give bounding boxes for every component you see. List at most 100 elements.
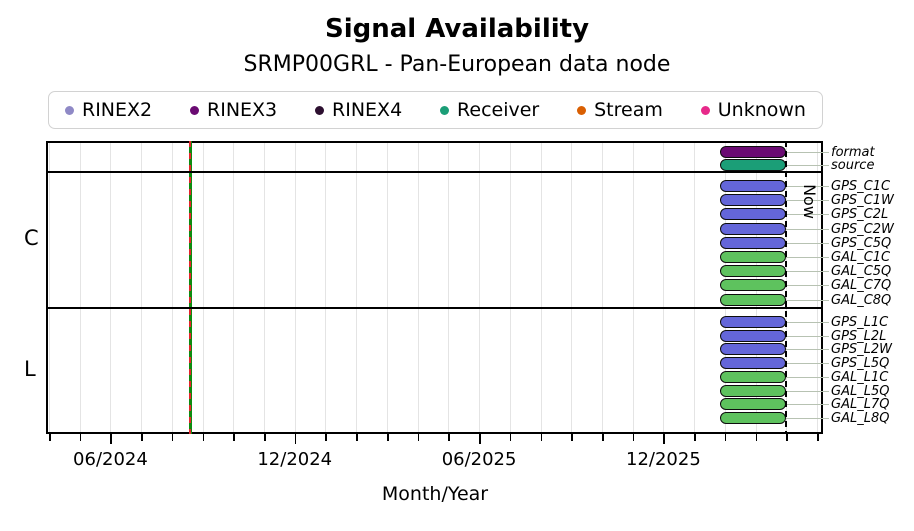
month-gridline bbox=[817, 143, 818, 432]
signal-bar bbox=[720, 384, 787, 397]
month-gridline bbox=[325, 143, 327, 432]
signal-bar bbox=[720, 208, 787, 221]
x-axis-tick bbox=[49, 434, 51, 441]
x-axis-tick bbox=[294, 434, 297, 444]
x-axis-tick bbox=[724, 434, 727, 441]
legend-label: Stream bbox=[594, 99, 663, 121]
legend-marker-icon bbox=[577, 105, 587, 115]
row-label: GAL_L7Q bbox=[831, 397, 890, 413]
x-axis-tick bbox=[417, 434, 420, 441]
signal-bar bbox=[720, 398, 787, 411]
month-gridline bbox=[264, 143, 266, 432]
row-leader-line bbox=[786, 376, 829, 378]
row-label: format bbox=[831, 144, 875, 160]
month-gridline bbox=[663, 143, 665, 432]
row-leader-line bbox=[786, 363, 829, 365]
row-leader-line bbox=[786, 164, 829, 166]
row-label: GPS_L5Q bbox=[831, 356, 890, 372]
month-gridline bbox=[110, 143, 112, 432]
month-gridline bbox=[632, 143, 634, 432]
row-label: GAL_L5Q bbox=[831, 383, 890, 399]
month-gridline bbox=[356, 143, 358, 432]
band-label-c: C bbox=[24, 225, 39, 250]
legend-item-rinex4: RINEX4 bbox=[315, 99, 402, 121]
row-leader-line bbox=[786, 285, 829, 287]
x-axis-tick bbox=[233, 434, 235, 441]
plot-area bbox=[46, 141, 823, 434]
row-label: GPS_C1C bbox=[831, 179, 891, 194]
legend-item-receiver: Receiver bbox=[440, 99, 539, 121]
row-leader-line bbox=[786, 335, 829, 337]
row-leader-line bbox=[786, 404, 829, 406]
month-gridline bbox=[509, 143, 511, 432]
row-label: GPS_C1W bbox=[831, 193, 894, 209]
month-gridline bbox=[601, 143, 603, 432]
legend-label: Unknown bbox=[717, 99, 806, 121]
signal-bar bbox=[720, 343, 787, 356]
row-leader-line bbox=[786, 322, 829, 323]
x-axis-tick bbox=[479, 434, 481, 444]
x-axis-tick-label: 12/2024 bbox=[257, 449, 333, 470]
x-axis-tick bbox=[264, 434, 266, 441]
signal-bar bbox=[720, 222, 787, 235]
row-label: GAL_C1C bbox=[831, 250, 891, 265]
event-line bbox=[188, 141, 192, 434]
row-leader-line bbox=[786, 200, 829, 202]
legend-item-rinex2: RINEX2 bbox=[65, 99, 152, 121]
signal-bar bbox=[720, 180, 787, 192]
month-gridline bbox=[141, 143, 143, 432]
x-axis-tick bbox=[110, 434, 113, 444]
legend-marker-icon bbox=[700, 105, 710, 115]
row-leader-line bbox=[786, 257, 829, 258]
x-axis-tick bbox=[79, 434, 82, 441]
legend-item-stream: Stream bbox=[577, 99, 663, 121]
month-gridline bbox=[571, 143, 573, 432]
chart-title: Signal Availability bbox=[324, 14, 590, 44]
row-label: GPS_C2W bbox=[831, 221, 894, 237]
x-axis-tick bbox=[141, 434, 143, 441]
x-axis-tick-label: 12/2025 bbox=[626, 449, 701, 470]
x-axis-tick bbox=[202, 434, 205, 441]
month-gridline bbox=[386, 143, 388, 432]
legend-marker-icon bbox=[315, 105, 325, 115]
x-axis-tick bbox=[663, 434, 665, 444]
row-leader-line bbox=[786, 390, 829, 392]
signal-bar bbox=[720, 279, 787, 292]
signal-bar bbox=[720, 370, 787, 383]
row-label: GAL_L8Q bbox=[831, 411, 890, 427]
x-axis-tick-label: 06/2025 bbox=[441, 449, 517, 470]
legend-marker-icon bbox=[440, 105, 450, 115]
legend-item-unknown: Unknown bbox=[700, 99, 806, 121]
month-gridline bbox=[79, 143, 81, 432]
row-label: GPS_C2L bbox=[831, 207, 889, 223]
month-gridline bbox=[294, 143, 296, 432]
signal-bar bbox=[720, 357, 787, 370]
row-label: source bbox=[831, 157, 875, 173]
signal-bar bbox=[720, 145, 787, 158]
month-gridline bbox=[202, 143, 204, 432]
row-leader-line bbox=[786, 349, 829, 351]
legend-label: RINEX3 bbox=[207, 99, 278, 121]
x-axis-tick bbox=[755, 434, 758, 441]
row-label: GPS_L2L bbox=[831, 328, 887, 344]
signal-bar bbox=[720, 194, 787, 207]
signal-bar bbox=[720, 265, 787, 278]
x-axis-tick-label: 06/2024 bbox=[73, 449, 148, 470]
row-label: GAL_L1C bbox=[831, 369, 889, 385]
month-gridline bbox=[694, 143, 696, 432]
legend-marker-icon bbox=[65, 105, 74, 115]
band-label-l: L bbox=[24, 356, 36, 381]
row-label: GAL_C7Q bbox=[831, 278, 892, 294]
row-label: GPS_L2W bbox=[831, 342, 893, 358]
x-axis-tick bbox=[356, 434, 358, 441]
row-leader-line bbox=[786, 271, 829, 273]
signal-bar bbox=[720, 329, 787, 342]
signal-bar bbox=[720, 158, 787, 171]
x-axis-tick bbox=[694, 434, 696, 441]
x-axis-label: Month/Year bbox=[381, 483, 489, 505]
x-axis-tick bbox=[325, 434, 328, 441]
signal-bar bbox=[720, 236, 787, 249]
legend-label: RINEX2 bbox=[82, 99, 153, 121]
x-axis-tick bbox=[601, 434, 604, 441]
